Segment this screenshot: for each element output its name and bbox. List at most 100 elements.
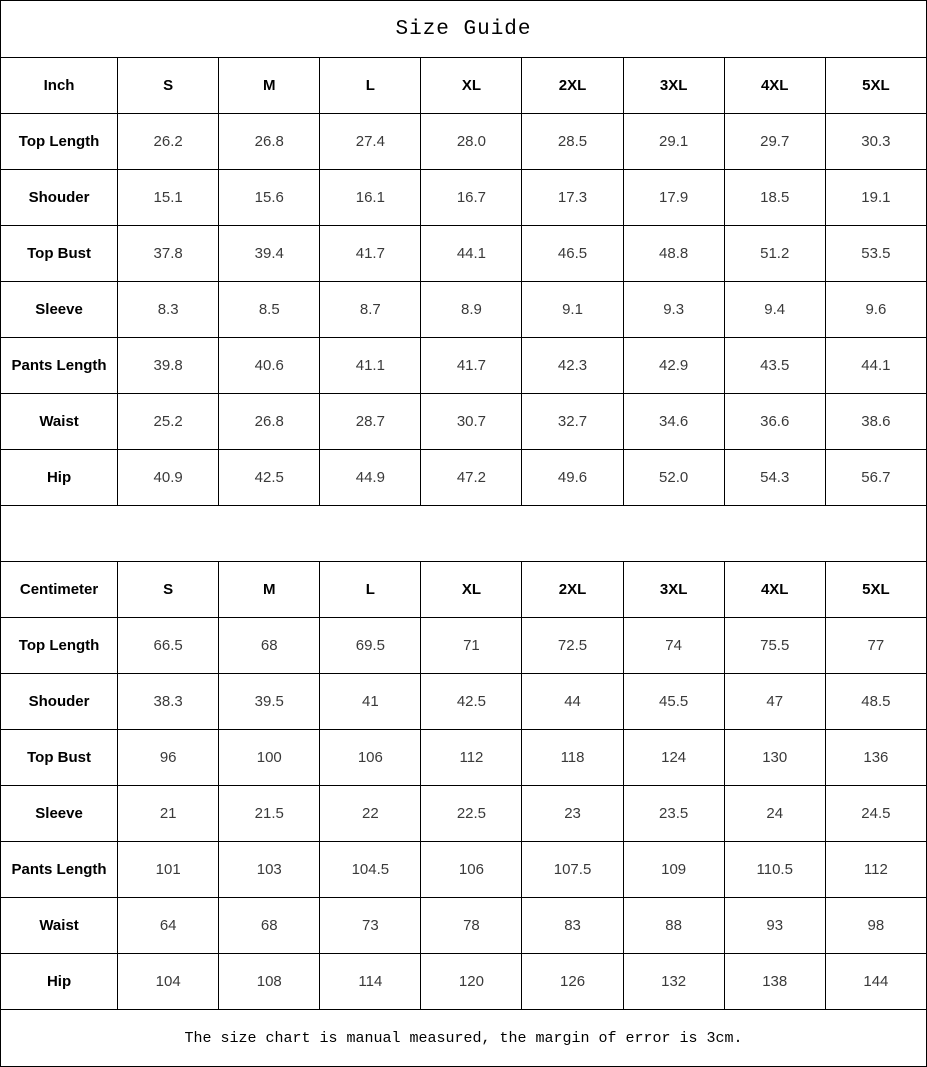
value-cell: 120: [420, 953, 523, 1010]
row-label-cell: Sleeve: [0, 281, 119, 338]
size-header-cell: 3XL: [622, 561, 725, 618]
value-cell: 28.0: [420, 113, 523, 170]
row-label-cell: Top Bust: [0, 729, 119, 786]
value-cell: 41.7: [420, 337, 523, 394]
value-cell: 136: [824, 729, 927, 786]
size-header-cell: 5XL: [824, 57, 927, 114]
value-cell: 64: [117, 897, 220, 954]
size-header-cell: L: [319, 57, 422, 114]
value-cell: 24: [723, 785, 826, 842]
value-cell: 30.3: [824, 113, 927, 170]
value-cell: 132: [622, 953, 725, 1010]
value-cell: 39.8: [117, 337, 220, 394]
value-cell: 104.5: [319, 841, 422, 898]
value-cell: 40.6: [218, 337, 321, 394]
value-cell: 74: [622, 617, 725, 674]
value-cell: 100: [218, 729, 321, 786]
value-cell: 118: [521, 729, 624, 786]
size-header-cell: 2XL: [521, 57, 624, 114]
measurement-row: Top Length 66.5 68 69.5 71 72.5 74 75.5 77: [0, 617, 927, 674]
value-cell: 22: [319, 785, 422, 842]
value-cell: 42.3: [521, 337, 624, 394]
row-label-cell: Top Length: [0, 617, 119, 674]
size-header-cell: L: [319, 561, 422, 618]
value-cell: 93: [723, 897, 826, 954]
value-cell: 73: [319, 897, 422, 954]
measurement-row: Top Bust 96 100 106 112 118 124 130 136: [0, 729, 927, 786]
size-header-row: Centimeter S M L XL 2XL 3XL 4XL 5XL: [0, 561, 927, 618]
value-cell: 48.8: [622, 225, 725, 282]
size-header-cell: 3XL: [622, 57, 725, 114]
size-header-cell: 5XL: [824, 561, 927, 618]
value-cell: 56.7: [824, 449, 927, 506]
value-cell: 17.9: [622, 169, 725, 226]
value-cell: 23.5: [622, 785, 725, 842]
size-header-cell: 2XL: [521, 561, 624, 618]
value-cell: 41.1: [319, 337, 422, 394]
value-cell: 52.0: [622, 449, 725, 506]
value-cell: 38.6: [824, 393, 927, 450]
value-cell: 34.6: [622, 393, 725, 450]
measurement-row: Sleeve 8.3 8.5 8.7 8.9 9.1 9.3 9.4 9.6: [0, 281, 927, 338]
value-cell: 9.4: [723, 281, 826, 338]
value-cell: 45.5: [622, 673, 725, 730]
value-cell: 15.6: [218, 169, 321, 226]
measurement-row: Shouder 15.1 15.6 16.1 16.7 17.3 17.9 18.5 19.1: [0, 169, 927, 226]
value-cell: 71: [420, 617, 523, 674]
value-cell: 22.5: [420, 785, 523, 842]
value-cell: 37.8: [117, 225, 220, 282]
row-label-cell: Waist: [0, 393, 119, 450]
value-cell: 8.7: [319, 281, 422, 338]
value-cell: 101: [117, 841, 220, 898]
value-cell: 8.3: [117, 281, 220, 338]
value-cell: 8.9: [420, 281, 523, 338]
value-cell: 28.5: [521, 113, 624, 170]
value-cell: 69.5: [319, 617, 422, 674]
measurement-row: Sleeve 21 21.5 22 22.5 23 23.5 24 24.5: [0, 785, 927, 842]
value-cell: 25.2: [117, 393, 220, 450]
value-cell: 19.1: [824, 169, 927, 226]
value-cell: 124: [622, 729, 725, 786]
value-cell: 42.5: [420, 673, 523, 730]
value-cell: 39.4: [218, 225, 321, 282]
value-cell: 96: [117, 729, 220, 786]
value-cell: 44.1: [420, 225, 523, 282]
value-cell: 107.5: [521, 841, 624, 898]
value-cell: 9.6: [824, 281, 927, 338]
value-cell: 46.5: [521, 225, 624, 282]
value-cell: 24.5: [824, 785, 927, 842]
value-cell: 29.1: [622, 113, 725, 170]
value-cell: 51.2: [723, 225, 826, 282]
row-label-cell: Top Bust: [0, 225, 119, 282]
value-cell: 23: [521, 785, 624, 842]
size-header-row: Inch S M L XL 2XL 3XL 4XL 5XL: [0, 57, 927, 114]
measurement-row: Waist 25.2 26.8 28.7 30.7 32.7 34.6 36.6 38.6: [0, 393, 927, 450]
title-row: Size Guide: [0, 0, 927, 58]
value-cell: 66.5: [117, 617, 220, 674]
row-label-cell: Pants Length: [0, 841, 119, 898]
row-label-cell: Top Length: [0, 113, 119, 170]
value-cell: 27.4: [319, 113, 422, 170]
row-label-cell: Shouder: [0, 673, 119, 730]
value-cell: 72.5: [521, 617, 624, 674]
measurement-row: Hip 104 108 114 120 126 132 138 144: [0, 953, 927, 1010]
value-cell: 9.3: [622, 281, 725, 338]
value-cell: 8.5: [218, 281, 321, 338]
value-cell: 78: [420, 897, 523, 954]
value-cell: 144: [824, 953, 927, 1010]
value-cell: 130: [723, 729, 826, 786]
value-cell: 75.5: [723, 617, 826, 674]
value-cell: 43.5: [723, 337, 826, 394]
value-cell: 41.7: [319, 225, 422, 282]
value-cell: 26.8: [218, 393, 321, 450]
size-header-cell: XL: [420, 57, 523, 114]
value-cell: 126: [521, 953, 624, 1010]
size-header-cell: M: [218, 57, 321, 114]
value-cell: 39.5: [218, 673, 321, 730]
value-cell: 112: [824, 841, 927, 898]
measurement-row: Top Length 26.2 26.8 27.4 28.0 28.5 29.1 29.7 30…: [0, 113, 927, 170]
value-cell: 83: [521, 897, 624, 954]
value-cell: 47: [723, 673, 826, 730]
value-cell: 68: [218, 897, 321, 954]
measurement-row: Hip 40.9 42.5 44.9 47.2 49.6 52.0 54.3 56.7: [0, 449, 927, 506]
